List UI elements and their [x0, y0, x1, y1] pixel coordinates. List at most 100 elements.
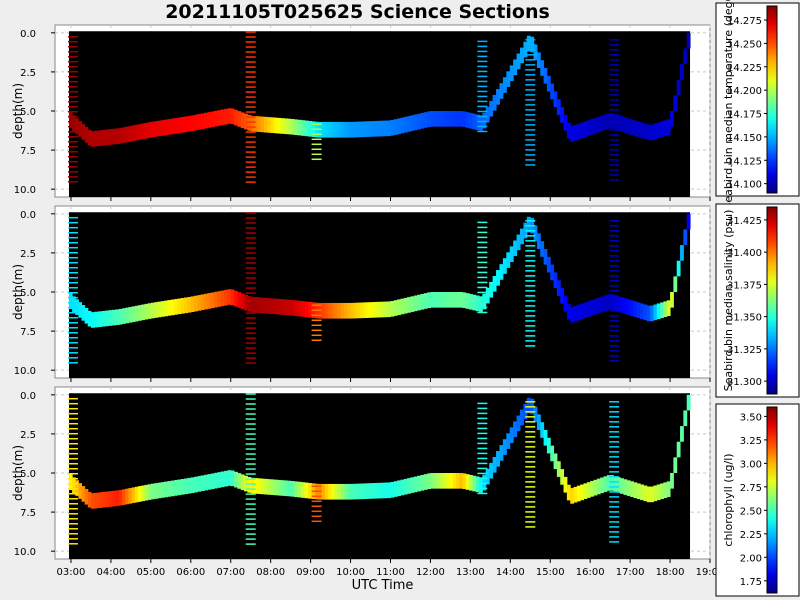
track-segment: [324, 121, 329, 138]
track-segment: [350, 483, 355, 500]
track-segment: [390, 119, 395, 136]
track-segment: [387, 482, 391, 499]
track-segment: [610, 294, 614, 310]
profile-dash: [609, 84, 620, 86]
profile-dash: [245, 171, 256, 173]
profile-dash: [609, 245, 620, 247]
x-tick-label: 13:00: [456, 567, 485, 578]
track-segment: [583, 483, 588, 499]
profile-dash: [525, 401, 536, 403]
track-segment: [304, 482, 309, 499]
track-segment: [613, 114, 618, 130]
profile-dash: [245, 257, 256, 259]
profile-dash: [67, 352, 78, 354]
profile-dash: [245, 297, 256, 299]
profile-dash: [477, 412, 488, 415]
profile-dash: [67, 176, 78, 178]
profile-dash: [477, 100, 488, 103]
profile-dash: [245, 498, 256, 500]
profile-dash: [609, 421, 620, 423]
profile-dash: [67, 226, 78, 229]
track-segment: [334, 302, 339, 319]
profile-dash: [609, 350, 620, 352]
track-segment: [360, 302, 365, 319]
track-segment: [214, 291, 218, 308]
track-segment: [78, 483, 83, 499]
track-segment: [670, 473, 674, 489]
track-segment: [563, 114, 568, 131]
track-segment: [400, 298, 405, 315]
profile-dash: [67, 473, 78, 475]
track-segment: [593, 479, 598, 496]
track-segment: [472, 294, 477, 311]
profile-dash: [525, 521, 536, 523]
colorbar-tick-label: 2.00: [740, 553, 762, 564]
profile-dash: [609, 446, 620, 448]
track-segment: [586, 482, 591, 498]
track-segment: [586, 120, 591, 136]
track-segment: [465, 293, 470, 309]
track-segment: [294, 481, 299, 498]
profile-dash: [67, 251, 78, 254]
track-segment: [683, 229, 688, 246]
track-segment: [502, 77, 507, 93]
track-segment: [613, 295, 618, 311]
track-segment: [68, 112, 73, 129]
track-segment: [340, 121, 345, 138]
profile-dash: [67, 498, 78, 500]
track-segment: [417, 294, 421, 311]
track-segment: [616, 477, 621, 493]
track-segment: [283, 118, 288, 135]
profile-dash: [477, 442, 488, 445]
profile-dash: [525, 159, 536, 161]
track-segment: [125, 126, 129, 143]
track-segment: [593, 298, 598, 315]
track-segment: [154, 483, 159, 499]
profile-dash: [311, 490, 322, 493]
profile-dash: [67, 538, 78, 540]
profile-dash: [525, 154, 536, 156]
profile-dash: [525, 335, 536, 337]
track-segment: [417, 113, 421, 130]
track-segment: [287, 480, 292, 497]
profile-dash: [67, 105, 78, 108]
profile-dash: [245, 156, 256, 158]
track-segment: [141, 485, 145, 502]
profile-dash: [525, 300, 536, 302]
track-segment: [556, 99, 561, 115]
track-segment: [357, 483, 362, 500]
profile-dash: [477, 105, 488, 108]
track-segment: [204, 112, 208, 129]
profile-dash: [477, 492, 488, 495]
profile-dash: [67, 241, 78, 244]
profile-dash: [525, 431, 536, 433]
track-segment: [227, 289, 232, 305]
track-segment: [308, 120, 313, 137]
track-segment: [283, 480, 288, 497]
profile-dash: [609, 511, 620, 513]
profile-dash: [245, 66, 256, 68]
track-segment: [583, 302, 588, 318]
profile-dash: [477, 256, 488, 259]
track-segment: [230, 470, 235, 487]
track-segment: [606, 294, 611, 310]
profile-dash: [67, 136, 78, 138]
profile-dash: [609, 275, 620, 277]
profile-dash: [609, 411, 620, 413]
profile-dash: [477, 477, 488, 480]
track-segment: [200, 475, 205, 492]
profile-dash: [609, 235, 620, 237]
profile-dash: [525, 295, 536, 297]
colorbar-tick-label: 31.400: [727, 248, 762, 259]
profile-dash: [67, 276, 78, 279]
track-segment: [194, 476, 198, 493]
x-tick-label: 17:00: [616, 567, 645, 578]
track-segment: [160, 120, 165, 136]
track-segment: [650, 305, 654, 322]
track-segment: [115, 128, 120, 145]
profile-dash: [525, 461, 536, 463]
profile-dash: [525, 44, 536, 46]
track-segment: [400, 479, 405, 496]
track-segment: [603, 295, 608, 311]
track-segment: [566, 303, 571, 320]
